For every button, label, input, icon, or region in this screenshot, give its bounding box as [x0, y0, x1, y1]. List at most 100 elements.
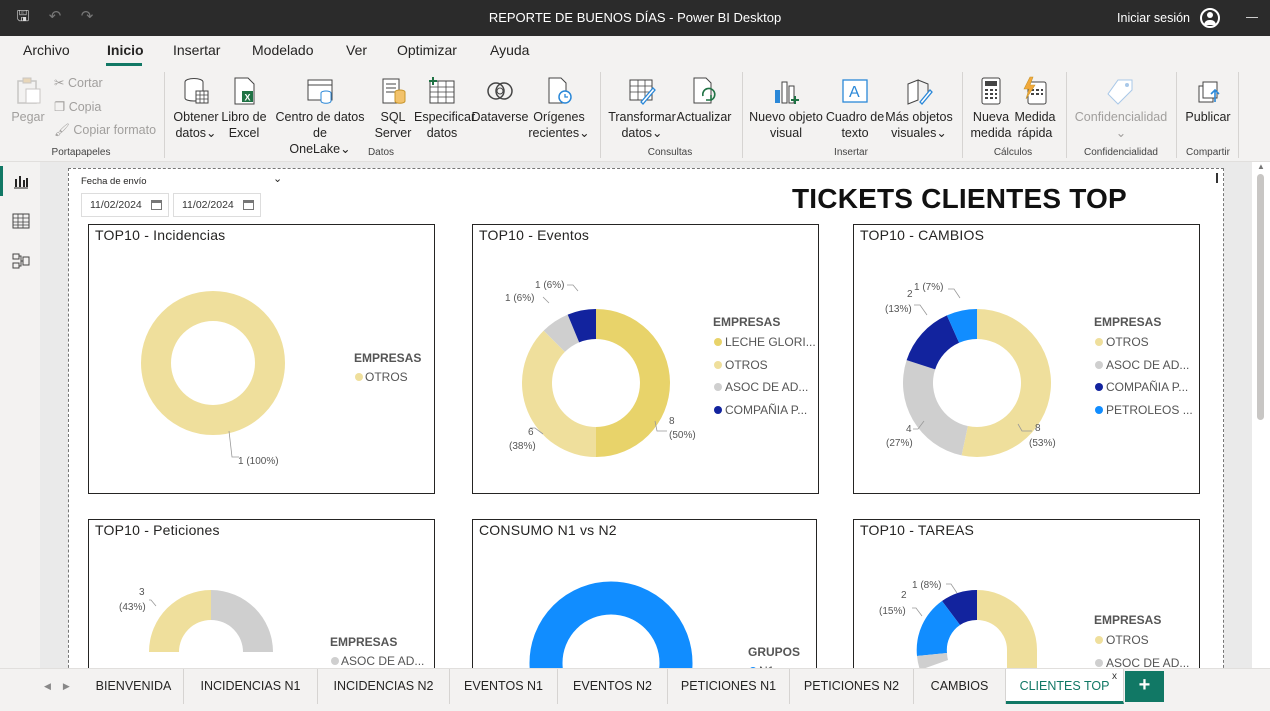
- menu-ver[interactable]: Ver: [346, 42, 368, 58]
- tab-scroll-arrows[interactable]: ◀▶: [44, 681, 82, 691]
- enter-data-button[interactable]: Especificar datos: [414, 76, 475, 141]
- copy-button[interactable]: ❐ Copia: [54, 100, 102, 114]
- refresh-button[interactable]: Actualizar: [676, 76, 732, 125]
- tab-eventos-n2[interactable]: EVENTOS N2: [558, 669, 668, 704]
- label-leader: [542, 296, 550, 304]
- new-measure-button[interactable]: Nueva medida: [968, 76, 1014, 141]
- slice-compañia-p: [906, 315, 960, 370]
- visual-peticiones[interactable]: TOP10 - Peticiones 3 (43%) EMPRESAS ASOC…: [88, 519, 435, 668]
- report-view-icon[interactable]: [12, 172, 30, 190]
- tab-incidencias-n2[interactable]: INCIDENCIAS N2: [318, 669, 450, 704]
- legend-title: GRUPOS: [748, 645, 800, 659]
- undo-icon[interactable]: ↶: [48, 8, 62, 25]
- legend-item: COMPAÑIA P...: [1106, 380, 1188, 394]
- menu-insertar[interactable]: Insertar: [173, 42, 221, 58]
- group-insertar: Insertar: [834, 147, 868, 158]
- sql-icon: [382, 78, 406, 104]
- tab-incidencias-n1[interactable]: INCIDENCIAS N1: [184, 669, 318, 704]
- menu-optimizar[interactable]: Optimizar: [397, 42, 457, 58]
- legend-title: EMPRESAS: [1094, 315, 1161, 329]
- quick-measure-button[interactable]: Medida rápida: [1012, 76, 1058, 141]
- table-view-icon[interactable]: [12, 212, 30, 230]
- paste-button[interactable]: Pegar: [10, 76, 46, 125]
- close-tab-icon[interactable]: x: [1112, 671, 1117, 682]
- menu-inicio[interactable]: Inicio: [107, 42, 144, 58]
- sql-server-button[interactable]: SQL Server: [372, 76, 414, 141]
- data-label: 8: [669, 416, 675, 427]
- legend-item: ASOC DE AD...: [725, 380, 808, 394]
- menu-ayuda[interactable]: Ayuda: [490, 42, 530, 58]
- window-title: REPORTE DE BUENOS DÍAS - Power BI Deskto…: [488, 10, 782, 25]
- label-leader: [567, 284, 579, 292]
- legend-dot: [1095, 406, 1103, 414]
- report-page: Fecha de envío ⌄ 11/02/2024 11/02/2024 T…: [68, 168, 1224, 668]
- avatar-icon[interactable]: [1200, 8, 1220, 28]
- sensitivity-button[interactable]: Confidencialidad ⌄: [1072, 76, 1170, 141]
- visual-eventos[interactable]: TOP10 - Eventos 8 (50%) 6 (38%) 1 (6%) 1…: [472, 224, 819, 494]
- tab-peticiones-n2[interactable]: PETICIONES N2: [790, 669, 914, 704]
- calendar-icon[interactable]: [151, 200, 162, 210]
- visual-cambios[interactable]: TOP10 - CAMBIOS 8 (53%) 4 (27%) 2 (13%) …: [853, 224, 1200, 494]
- vertical-scrollbar[interactable]: ▲: [1252, 162, 1270, 668]
- format-painter-button[interactable]: 🖌 Copiar formato: [54, 123, 157, 137]
- recent-sources-button[interactable]: Orígenes recientes⌄: [528, 76, 590, 141]
- calendar-icon[interactable]: [243, 200, 254, 210]
- visual-consumo[interactable]: CONSUMO N1 vs N2 GRUPOS N1: [472, 519, 817, 668]
- menu-modelado[interactable]: Modelado: [252, 42, 314, 58]
- legend-dot: [714, 338, 722, 346]
- excel-button[interactable]: X Libro de Excel: [220, 76, 268, 141]
- group-confidencialidad: Confidencialidad: [1084, 147, 1158, 158]
- slicer-dropdown-icon[interactable]: ⌄: [273, 173, 283, 185]
- date-end-input[interactable]: 11/02/2024: [173, 193, 261, 217]
- signin-link[interactable]: Iniciar sesión: [1117, 11, 1190, 25]
- legend-item: N1: [759, 664, 775, 668]
- legend-dot: [714, 406, 722, 414]
- scroll-thumb[interactable]: [1257, 174, 1264, 420]
- page-tabs: ◀▶ BIENVENIDA INCIDENCIAS N1 INCIDENCIAS…: [0, 668, 1270, 704]
- more-visuals-button[interactable]: Más objetos visuales⌄: [884, 76, 954, 141]
- donut-tareas: 1 (8%) 2 (15%) EMPRESAS OTROS ASOC DE AD…: [879, 580, 1189, 668]
- visual-incidencias[interactable]: TOP10 - Incidencias 1 (100%) EMPRESAS OT…: [88, 224, 435, 494]
- group-clipboard: Portapapeles: [51, 147, 111, 158]
- legend-dot: [750, 667, 756, 668]
- group-calculos: Cálculos: [993, 147, 1033, 158]
- menu-archivo[interactable]: Archivo: [23, 42, 70, 58]
- label-leader: [1017, 423, 1032, 432]
- onelake-button[interactable]: Centro de datos de OneLake⌄: [268, 76, 372, 157]
- tab-clientes-top[interactable]: CLIENTES TOP x: [1006, 669, 1124, 704]
- redo-icon[interactable]: ↷: [80, 8, 94, 25]
- publish-button[interactable]: Publicar: [1182, 76, 1234, 125]
- tab-peticiones-n1[interactable]: PETICIONES N1: [668, 669, 790, 704]
- legend-dot: [1095, 361, 1103, 369]
- data-label: (50%): [669, 430, 696, 441]
- dataverse-button[interactable]: Dataverse: [471, 76, 529, 125]
- tab-eventos-n1[interactable]: EVENTOS N1: [450, 669, 558, 704]
- quick-measure-icon: [1023, 76, 1047, 105]
- label-leader: [149, 599, 157, 607]
- get-data-button[interactable]: Obtener datos⌄: [172, 76, 220, 141]
- model-view-icon[interactable]: [12, 252, 30, 270]
- tab-cambios[interactable]: CAMBIOS: [914, 669, 1006, 704]
- legend-item: ASOC DE AD...: [1106, 656, 1189, 668]
- slice-leche-gloria: [596, 309, 670, 457]
- scroll-up-icon[interactable]: ▲: [1257, 162, 1265, 171]
- slice-asoc-de-ad: [543, 314, 580, 352]
- add-page-button[interactable]: +: [1125, 671, 1164, 702]
- tab-bienvenida[interactable]: BIENVENIDA: [84, 669, 184, 704]
- visual-tareas[interactable]: TOP10 - TAREAS 1 (8%) 2 (15%) EMPRESAS O…: [853, 519, 1200, 668]
- database-icon: [184, 78, 209, 104]
- label-leader: [654, 420, 667, 432]
- transform-icon: [629, 79, 656, 105]
- save-icon[interactable]: 🖫: [16, 8, 30, 25]
- legend-title: EMPRESAS: [1094, 613, 1161, 627]
- date-start-input[interactable]: 11/02/2024: [81, 193, 169, 217]
- legend-item: PETROLEOS ...: [1106, 403, 1193, 417]
- minimize-icon[interactable]: [1246, 17, 1258, 18]
- legend-item: OTROS: [1106, 633, 1149, 647]
- textbox-button[interactable]: A Cuadro de texto: [824, 76, 886, 141]
- cut-button[interactable]: ✂ Cortar: [54, 76, 103, 90]
- new-visual-button[interactable]: Nuevo objeto visual: [748, 76, 824, 141]
- legend-title: EMPRESAS: [330, 635, 397, 649]
- legend-item: ASOC DE AD...: [341, 654, 424, 668]
- transform-data-button[interactable]: Transformar datos⌄: [608, 76, 676, 141]
